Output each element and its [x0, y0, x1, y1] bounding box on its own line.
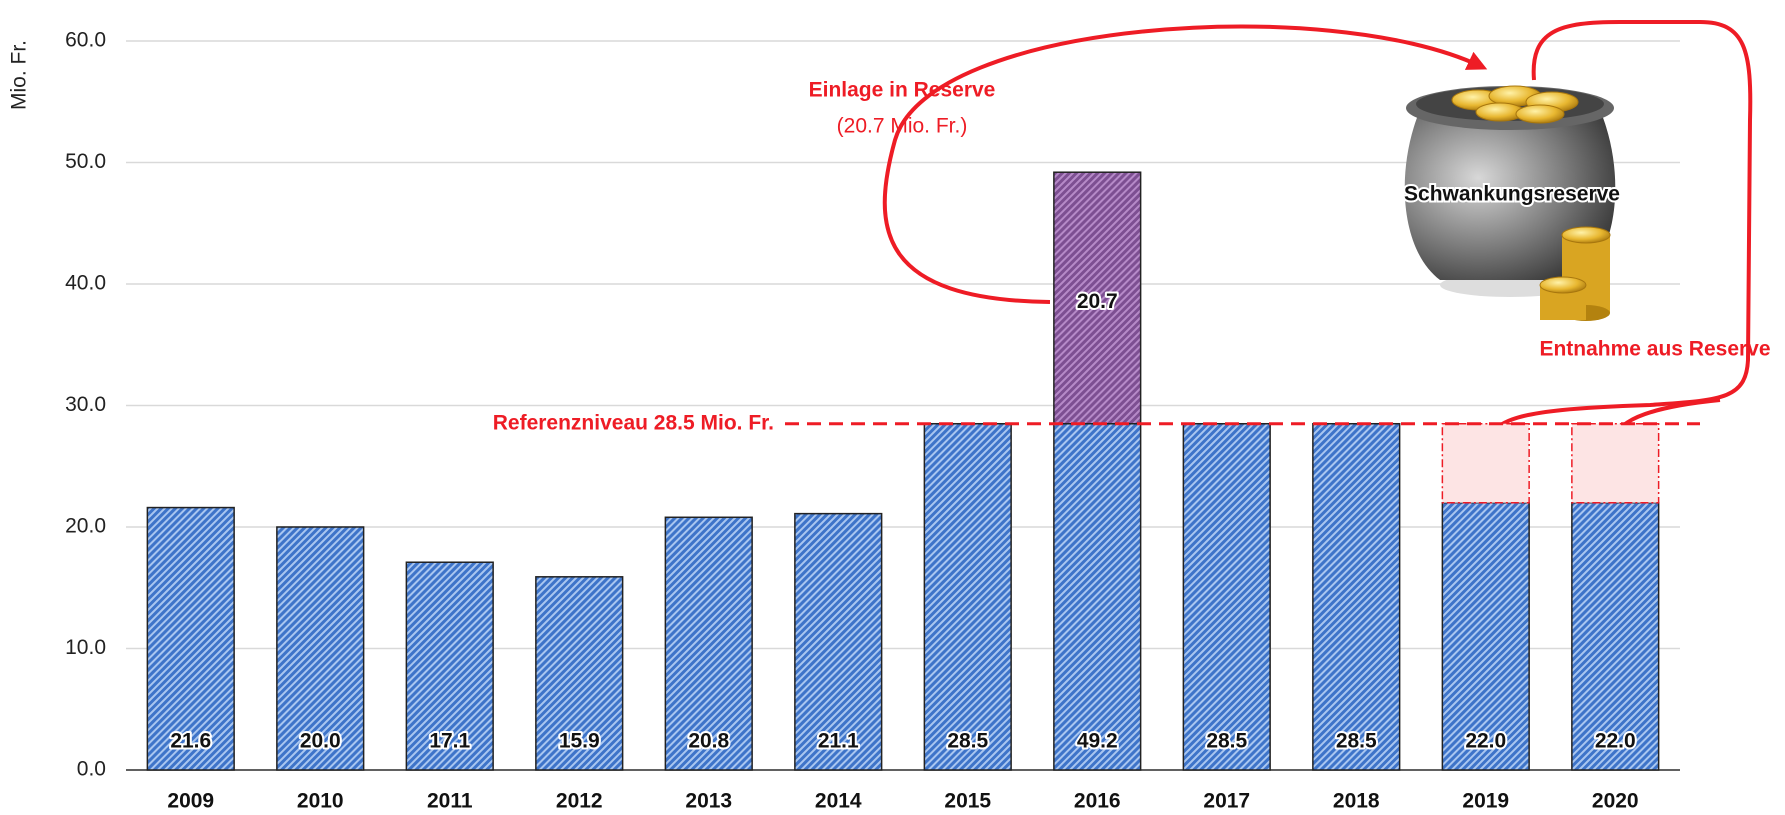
- data-label: 15.9: [559, 730, 600, 753]
- x-tick-label: 2016: [1074, 790, 1121, 813]
- y-tick-label: 60.0: [65, 29, 106, 52]
- bar: [924, 424, 1011, 770]
- x-tick-label: 2015: [944, 790, 991, 813]
- annotation: Entnahme aus Reserve: [1539, 338, 1770, 361]
- x-tick-label: 2017: [1203, 790, 1250, 813]
- data-label: 28.5: [947, 730, 988, 753]
- x-tick-label: 2009: [167, 790, 214, 813]
- data-label: 49.2: [1077, 730, 1118, 753]
- chart: Mio. Fr. Einlage in Reserve (20.7 Mio. F…: [0, 0, 1785, 815]
- y-axis-label: Mio. Fr.: [8, 40, 31, 110]
- annotation: Einlage in Reserve: [809, 79, 996, 102]
- data-label: 22.0: [1465, 730, 1506, 753]
- x-tick-label: 2011: [427, 790, 473, 813]
- x-tick-label: 2014: [815, 790, 862, 813]
- bar: [1054, 424, 1141, 770]
- y-tick-label: 20.0: [65, 515, 106, 538]
- annotation: Schwankungsreserve: [1404, 183, 1620, 206]
- data-label: 20.7: [1077, 290, 1118, 313]
- x-tick-label: 2020: [1592, 790, 1639, 813]
- withdrawal-segment: [1442, 424, 1529, 503]
- data-label: 20.0: [300, 730, 341, 753]
- bar: [1313, 424, 1400, 770]
- y-tick-label: 30.0: [65, 393, 106, 416]
- data-label: 20.8: [688, 730, 729, 753]
- x-tick-label: 2013: [685, 790, 732, 813]
- x-tick-label: 2012: [556, 790, 603, 813]
- data-label: 21.6: [170, 730, 211, 753]
- data-label: 28.5: [1206, 730, 1247, 753]
- reference-label: Referenzniveau 28.5 Mio. Fr.: [493, 411, 774, 434]
- y-tick-label: 50.0: [65, 150, 106, 173]
- data-label: 28.5: [1336, 730, 1377, 753]
- x-tick-label: 2019: [1462, 790, 1509, 813]
- y-tick-label: 40.0: [65, 272, 106, 295]
- y-tick-label: 10.0: [65, 636, 106, 659]
- data-label: 21.1: [818, 730, 859, 753]
- annotation: (20.7 Mio. Fr.): [837, 115, 968, 138]
- withdrawal-segment: [1572, 424, 1659, 503]
- x-tick-label: 2010: [297, 790, 344, 813]
- deposit-arrow: [885, 27, 1480, 302]
- data-label: 17.1: [429, 730, 470, 753]
- data-label: 22.0: [1595, 730, 1636, 753]
- x-tick-label: 2018: [1333, 790, 1380, 813]
- y-tick-label: 0.0: [77, 758, 106, 781]
- bar: [1183, 424, 1270, 770]
